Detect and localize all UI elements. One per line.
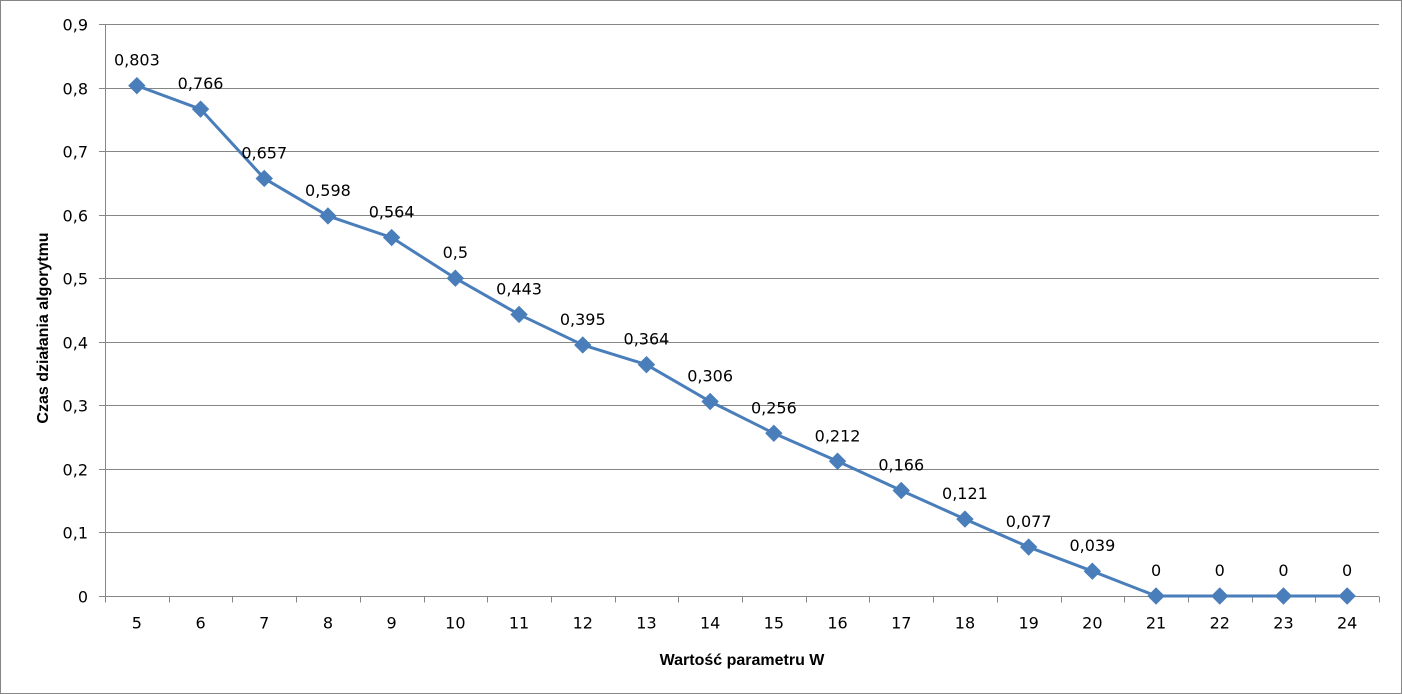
data-point-marker bbox=[1083, 562, 1102, 580]
y-tick-label: 0,9 bbox=[63, 16, 88, 35]
x-tick-label: 11 bbox=[509, 614, 529, 633]
data-label: 0,166 bbox=[878, 455, 924, 474]
gridlines bbox=[105, 24, 1379, 533]
data-point-marker bbox=[892, 481, 910, 500]
data-point-marker bbox=[128, 76, 146, 95]
data-point-marker bbox=[956, 510, 974, 528]
data-label: 0,5 bbox=[443, 243, 468, 262]
data-label: 0 bbox=[1215, 561, 1225, 580]
y-tick-label: 0,2 bbox=[63, 461, 88, 480]
data-label: 0,803 bbox=[114, 51, 160, 70]
data-point-marker bbox=[319, 207, 337, 225]
series-line bbox=[136, 84, 1348, 598]
data-label: 0,364 bbox=[624, 330, 670, 349]
x-tick-label: 10 bbox=[445, 614, 465, 633]
data-label: 0,657 bbox=[241, 143, 287, 162]
data-label: 0,212 bbox=[815, 426, 861, 445]
data-point-marker bbox=[1211, 587, 1229, 605]
x-tick-label: 20 bbox=[1082, 614, 1102, 633]
data-point-marker bbox=[1147, 587, 1165, 605]
x-tick-label: 19 bbox=[1018, 614, 1038, 633]
y-tick-labels: 0 0,1 0,2 0,3 0,4 0,5 0,6 0,7 0,8 0,9 bbox=[63, 16, 88, 607]
data-point-marker bbox=[255, 169, 273, 188]
y-tick-label: 0,6 bbox=[63, 207, 88, 226]
data-label: 0,121 bbox=[942, 484, 988, 503]
data-point-marker bbox=[446, 269, 465, 287]
data-point-marker bbox=[701, 392, 719, 411]
axes bbox=[99, 24, 1380, 603]
data-point-marker bbox=[828, 452, 847, 470]
data-point-marker bbox=[382, 228, 401, 247]
x-tick-label: 24 bbox=[1337, 614, 1357, 633]
data-point-marker bbox=[191, 100, 210, 118]
x-tick-label: 7 bbox=[259, 614, 269, 633]
x-tick-label: 21 bbox=[1146, 614, 1166, 633]
data-label: 0 bbox=[1151, 561, 1161, 580]
data-label: 0,256 bbox=[751, 398, 797, 417]
x-axis-title: Wartość parametru W bbox=[660, 652, 826, 669]
data-point-marker bbox=[637, 355, 656, 374]
data-label: 0,564 bbox=[369, 203, 415, 222]
data-label: 0 bbox=[1278, 561, 1288, 580]
x-tick-label: 17 bbox=[891, 614, 911, 633]
data-label: 0,766 bbox=[178, 74, 224, 93]
x-tick-label: 12 bbox=[573, 614, 593, 633]
x-tick-label: 14 bbox=[700, 614, 720, 633]
x-tick-label: 6 bbox=[195, 614, 205, 633]
marker-group bbox=[128, 76, 1356, 605]
data-label: 0,039 bbox=[1069, 536, 1115, 555]
y-tick-label: 0,7 bbox=[63, 143, 88, 162]
data-label-group: 0,803 0,766 0,657 0,598 0,564 0,5 0,443 0,395 0,… bbox=[114, 51, 1352, 580]
x-tick-label: 5 bbox=[132, 614, 142, 633]
y-tick-label: 0,1 bbox=[63, 524, 88, 543]
data-label: 0,598 bbox=[305, 181, 351, 200]
series-line-group bbox=[136, 84, 1348, 598]
data-point-marker bbox=[765, 424, 783, 443]
y-tick-label: 0 bbox=[78, 588, 88, 607]
x-tick-label: 8 bbox=[323, 614, 333, 633]
x-tick-label: 15 bbox=[764, 614, 784, 633]
data-label: 0 bbox=[1342, 561, 1352, 580]
y-tick-label: 0,8 bbox=[63, 80, 88, 99]
data-label: 0,306 bbox=[687, 367, 733, 386]
y-tick-label: 0,5 bbox=[63, 270, 88, 289]
y-tick-label: 0,4 bbox=[63, 334, 88, 353]
data-label: 0,443 bbox=[496, 279, 542, 298]
x-tick-label: 9 bbox=[387, 614, 397, 633]
data-point-marker bbox=[1274, 587, 1293, 605]
data-point-marker bbox=[1338, 587, 1356, 605]
data-point-marker bbox=[510, 305, 528, 324]
x-tick-label: 18 bbox=[955, 614, 975, 633]
x-tick-label: 13 bbox=[636, 614, 656, 633]
x-tick-label: 22 bbox=[1210, 614, 1230, 633]
data-point-marker bbox=[574, 336, 592, 354]
data-label: 0,077 bbox=[1006, 512, 1052, 531]
data-point-marker bbox=[1019, 538, 1038, 556]
y-tick-label: 0,3 bbox=[63, 397, 88, 416]
y-axis-title: Czas działania algorytmu bbox=[35, 232, 52, 423]
x-tick-labels: 5 6 7 8 9 10 11 12 13 14 15 16 17 18 19 20 21 22 23 24 bbox=[132, 614, 1358, 633]
x-tick-label: 23 bbox=[1273, 614, 1293, 633]
data-label: 0,395 bbox=[560, 310, 606, 329]
x-tick-label: 16 bbox=[827, 614, 847, 633]
